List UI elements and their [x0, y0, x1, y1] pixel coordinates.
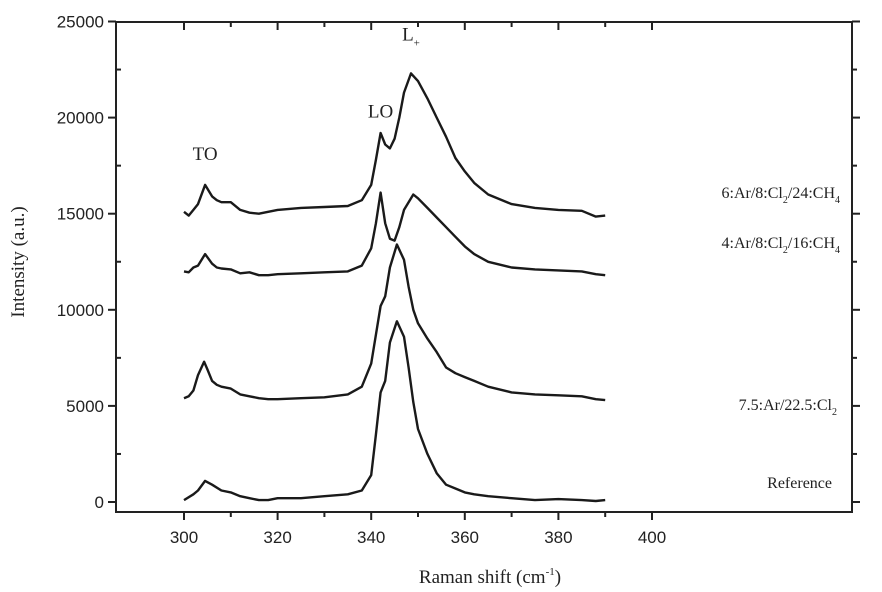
spectrum-curves: [183, 72, 606, 503]
x-tick-label: 380: [544, 528, 572, 547]
plot-frame: [115, 21, 853, 513]
y-tick-label: 20000: [57, 109, 104, 128]
series-line: [183, 320, 606, 503]
series-line: [183, 243, 606, 402]
peak-annotation: L+: [402, 25, 420, 50]
y-tick-label: 15000: [57, 205, 104, 224]
series-label: 6:Ar/8:Cl2/24:CH4: [722, 185, 840, 206]
series-line: [183, 72, 606, 218]
axes: 300 320 340 360 380 400 0 5000 10000 15000 20000 25…: [57, 13, 860, 547]
series-label: 4:Ar/8:Cl2/16:CH4: [722, 235, 840, 256]
series-label: Reference: [767, 475, 832, 492]
y-tick-label: 0: [95, 493, 104, 512]
series-labels: 6:Ar/8:Cl2/24:CH4 4:Ar/8:Cl2/16:CH4 7.5:Ar…: [722, 185, 840, 492]
x-axis-label: Raman shift (cm-1): [419, 566, 561, 588]
y-tick-label: 10000: [57, 301, 104, 320]
y-tick-label: 25000: [57, 13, 104, 32]
x-tick-label: 320: [263, 528, 291, 547]
series-label: 7.5:Ar/22.5:Cl2: [739, 397, 837, 418]
y-axis-label: Intensity (a.u.): [8, 206, 29, 317]
x-tick-label: 360: [451, 528, 479, 547]
x-tick-label: 340: [357, 528, 385, 547]
peak-annotation: TO: [193, 144, 218, 165]
y-tick-label: 5000: [66, 397, 104, 416]
series-line: [183, 191, 606, 277]
x-tick-label: 400: [638, 528, 666, 547]
x-tick-label: 300: [170, 528, 198, 547]
peak-annotation: LO: [368, 102, 393, 123]
